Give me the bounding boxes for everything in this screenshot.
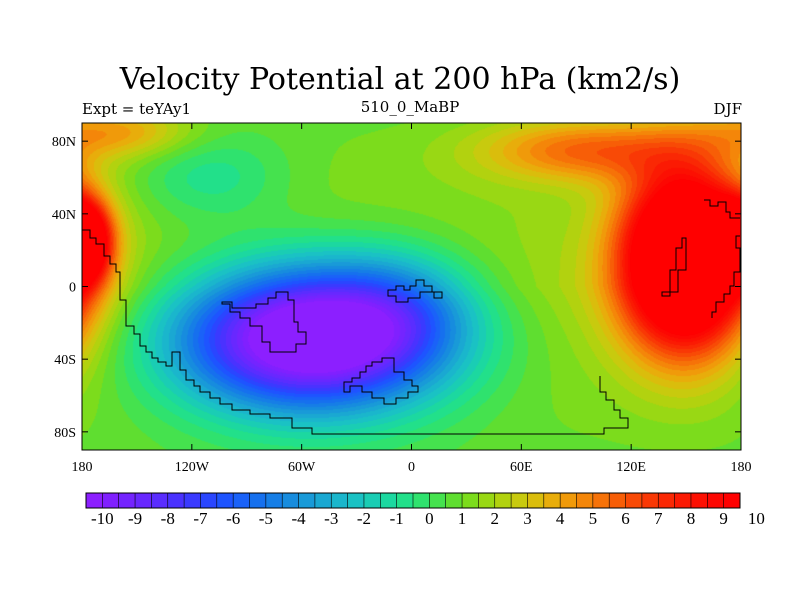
africa-outline (221, 291, 307, 353)
colorbar-label: -5 (259, 509, 273, 528)
continent-outlines (82, 199, 741, 435)
colorbar-swatch (560, 493, 577, 508)
colorbar-swatch (86, 493, 103, 508)
colorbar-swatch (200, 493, 218, 508)
x-tick-label: 180 (72, 460, 93, 475)
colorbar: -10 -9 -8 -7 -6 -5 -4 -3 -2 -1 0 1 2 3 4 5 6 7 8 9 10 (85, 492, 765, 528)
colorbar-frame (85, 492, 741, 509)
x-tick-label: 120E (616, 460, 646, 475)
colorbar-swatch (429, 493, 446, 508)
colorbar-swatch (249, 493, 267, 508)
colorbar-label: 3 (523, 509, 532, 528)
colorbar-label: -2 (357, 509, 371, 528)
colorbar-label: 2 (491, 509, 500, 528)
colorbar-label: -9 (128, 509, 142, 528)
colorbar-swatch (625, 493, 643, 508)
colorbar-swatch (380, 493, 397, 508)
colorbar-label: 7 (654, 509, 663, 528)
colorbar-swatch (527, 493, 545, 508)
x-tick-label: 60W (288, 460, 316, 475)
colorbar-label: -8 (161, 509, 175, 528)
colorbar-swatch (445, 493, 463, 508)
y-tick-label: 40N (52, 208, 76, 223)
colorbar-swatch (184, 493, 201, 508)
colorbar-label: 0 (425, 509, 434, 528)
colorbar-swatch (641, 493, 659, 508)
australia-outline (343, 357, 419, 405)
colorbar-swatch (396, 493, 414, 508)
season-label: DJF (713, 100, 742, 118)
colorbar-swatch (658, 493, 675, 508)
colorbar-swatch (167, 493, 185, 508)
x-tick-label: 120W (175, 460, 210, 475)
y-tick-label: 80S (54, 426, 76, 441)
colorbar-swatch (576, 493, 594, 508)
colorbar-label: 6 (621, 509, 630, 528)
colorbar-swatch (135, 493, 152, 508)
x-tick-label: 180 (731, 460, 752, 475)
y-tick-label: 80N (52, 135, 76, 150)
y-tick-label: 40S (54, 353, 76, 368)
colorbar-swatch (216, 493, 234, 508)
colorbar-swatch (265, 493, 283, 508)
colorbar-label: 9 (719, 509, 728, 528)
colorbar-label: 1 (458, 509, 467, 528)
colorbar-label: 4 (556, 509, 565, 528)
colorbar-label: 10 (748, 509, 765, 528)
colorbar-swatch (609, 493, 626, 508)
x-tick-label: 0 (408, 460, 415, 475)
experiment-label: Expt = teYAy1 (82, 100, 192, 118)
colorbar-swatch (363, 493, 381, 508)
colorbar-swatch (347, 493, 365, 508)
colorbar-swatch (151, 493, 169, 508)
axis-tick-labels: 180 120W 60W 0 60E 120E 180 80N 40N 0 40S 80S (52, 135, 752, 475)
colorbar-label: 5 (589, 509, 598, 528)
colorbar-swatch (592, 493, 610, 508)
south-america-outline (82, 229, 629, 435)
colorbar-label: 8 (687, 509, 696, 528)
x-tick-label: 60E (510, 460, 533, 475)
time-label: 510_0_MaBP (360, 98, 460, 116)
colorbar-swatch (233, 493, 250, 508)
colorbar-label: -6 (226, 509, 240, 528)
colorbar-label: -1 (390, 509, 404, 528)
maritime-islands-outline (387, 279, 443, 303)
colorbar-swatch (102, 493, 119, 508)
colorbar-swatch (314, 493, 332, 508)
chart-title: Velocity Potential at 200 hPa (km2/s) (119, 62, 681, 97)
colorbar-swatch (707, 493, 724, 508)
colorbar-swatch (331, 493, 348, 508)
colorbar-label: -10 (91, 509, 114, 528)
colorbar-swatch (282, 493, 299, 508)
colorbar-swatch (690, 493, 708, 508)
colorbar-swatch (298, 493, 316, 508)
colorbar-swatch (118, 493, 136, 508)
colorbar-swatch (413, 493, 430, 508)
colorbar-swatch (723, 493, 741, 508)
colorbar-swatch (462, 493, 479, 508)
y-tick-label: 0 (69, 281, 76, 296)
europe-africa-outline (661, 237, 687, 297)
colorbar-label: -7 (193, 509, 208, 528)
colorbar-label: -3 (324, 509, 338, 528)
axis-ticks (81, 123, 742, 450)
colorbar-swatch (543, 493, 561, 508)
colorbar-swatch (511, 493, 528, 508)
colorbar-swatch (674, 493, 692, 508)
north-east-coast-outline (704, 199, 741, 318)
colorbar-swatch (494, 493, 512, 508)
colorbar-swatch (478, 493, 496, 508)
colorbar-label: -4 (291, 509, 306, 528)
